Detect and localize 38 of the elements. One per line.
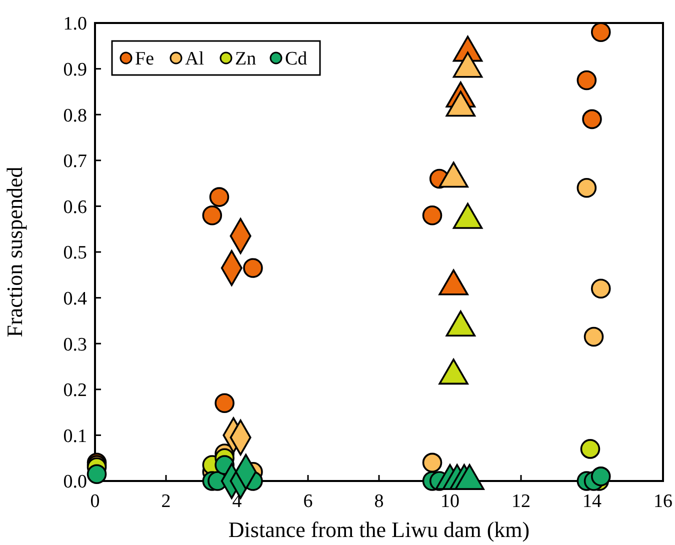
x-tick-label: 16 [654, 491, 672, 512]
x-tick-label: 12 [512, 491, 530, 512]
x-tick-label: 10 [440, 491, 460, 512]
y-tick-label: 0.8 [63, 105, 87, 126]
y-tick-label: 0.2 [63, 380, 87, 402]
y-tick-label: 0.3 [63, 334, 87, 356]
point [576, 178, 597, 198]
x-tick-label: 14 [582, 491, 602, 512]
legend-label: Cd [285, 48, 308, 70]
y-tick-label: 0.4 [63, 288, 88, 310]
point [243, 258, 263, 278]
x-tick-label: 6 [303, 491, 313, 512]
x-tick-label: 2 [161, 491, 171, 512]
legend-label: Al [185, 48, 204, 70]
x-tick-label: 0 [90, 491, 100, 512]
y-tick-label: 0.7 [63, 151, 87, 172]
point [202, 205, 222, 226]
y-tick-label: 0.5 [63, 242, 87, 264]
point [590, 278, 611, 299]
point [590, 22, 611, 42]
legend-label: Fe [135, 48, 154, 70]
y-tick-label: 0.6 [63, 196, 87, 218]
x-axis-title: Distance from the Liwu dam (km) [228, 517, 530, 542]
y-tick-label: 0.1 [63, 426, 87, 447]
point [214, 393, 234, 414]
point [576, 70, 597, 90]
point [580, 439, 600, 459]
y-tick-label: 1.0 [63, 14, 87, 35]
point [584, 326, 604, 347]
point [582, 109, 602, 130]
point [422, 205, 442, 226]
legend-label: Zn [235, 48, 257, 70]
point [422, 452, 442, 473]
y-tick-label: 0.9 [63, 59, 87, 80]
x-tick-label: 8 [374, 491, 384, 512]
y-axis-title: Fraction suspended [2, 166, 27, 338]
y-tick-label: 0.0 [63, 472, 87, 493]
point [209, 187, 230, 207]
